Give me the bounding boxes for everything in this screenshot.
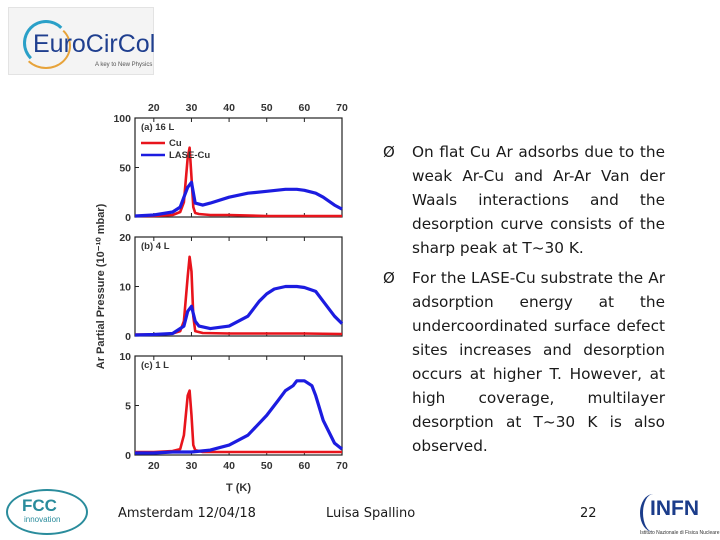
bullet-item: Ø On flat Cu Ar adsorbs due to the weak … [383, 140, 665, 260]
series-line-lase-cu [134, 284, 344, 337]
x-tick-label-top: 50 [261, 102, 273, 114]
panel-label: (a) 16 L [141, 122, 174, 133]
x-tick-label: 50 [261, 460, 273, 472]
y-tick-label: 5 [125, 401, 131, 413]
series-line-cu [135, 389, 342, 454]
x-tick-label-top: 60 [299, 102, 311, 114]
bullet-text: On flat Cu Ar adsorbs due to the weak Ar… [412, 143, 665, 257]
footer-location-date: Amsterdam 12/04/18 [118, 506, 256, 521]
x-tick-label-top: 40 [223, 102, 235, 114]
y-tick-label: 0 [125, 212, 131, 224]
infn-logo-sub: Istituto Nazionale di Fisica Nucleare [640, 530, 720, 536]
series-line-lase-cu [135, 379, 343, 455]
logo-tagline: A key to New Physics [95, 62, 153, 68]
desorption-figure: 20 30 40 50 60 70 0 50 100 (a) 16 L Cu LASE-Cu 0 10 20… [90, 96, 360, 500]
x-axis-label: T (K) [226, 482, 251, 494]
y-tick-label: 0 [125, 450, 131, 462]
footer-page-number: 22 [580, 506, 597, 521]
logo-wordmark: EuroCirCol [33, 30, 156, 58]
x-tick-label: 40 [223, 460, 235, 472]
x-tick-label: 70 [336, 460, 348, 472]
series-line-lase-cu [134, 180, 343, 218]
panel-label: (c) 1 L [141, 360, 169, 371]
x-tick-label-top: 30 [186, 102, 198, 114]
infn-logo: INFN [650, 497, 699, 520]
eurocircol-logo: EuroCirCol A key to New Physics [8, 7, 156, 75]
x-tick-label-top: 70 [336, 102, 348, 114]
infn-swoosh-icon [640, 494, 666, 532]
logo-arc-orange-icon [21, 23, 71, 69]
x-tick-label: 60 [299, 460, 311, 472]
x-tick-label: 30 [186, 460, 198, 472]
x-tick-label-top: 20 [148, 102, 160, 114]
fcc-logo-ring-icon [6, 489, 88, 535]
series-line-cu [135, 146, 342, 218]
y-tick-label: 50 [119, 163, 131, 175]
bullet-list: Ø On flat Cu Ar adsorbs due to the weak … [383, 140, 665, 464]
y-tick-label: 0 [125, 331, 131, 343]
legend-label: Cu [169, 138, 182, 149]
bullet-item: Ø For the LASE-Cu substrate the Ar adsor… [383, 266, 665, 458]
y-tick-label: 10 [119, 351, 131, 363]
legend-label: LASE-Cu [169, 150, 210, 161]
arrow-bullet-icon: Ø [383, 269, 395, 287]
y-tick-label: 10 [119, 282, 131, 294]
x-tick-label: 20 [148, 460, 160, 472]
fcc-logo: FCC [22, 496, 57, 515]
footer-author: Luisa Spallino [326, 506, 416, 521]
y-axis-label: Ar Partial Pressure (10⁻¹⁰ mbar) [95, 203, 107, 369]
panel-label: (b) 4 L [141, 241, 170, 252]
y-tick-label: 100 [113, 113, 131, 125]
y-tick-label: 20 [119, 232, 131, 244]
arrow-bullet-icon: Ø [383, 143, 395, 161]
bullet-text: For the LASE-Cu substrate the Ar adsorpt… [412, 269, 665, 455]
fcc-logo-sub: innovation [24, 515, 61, 524]
